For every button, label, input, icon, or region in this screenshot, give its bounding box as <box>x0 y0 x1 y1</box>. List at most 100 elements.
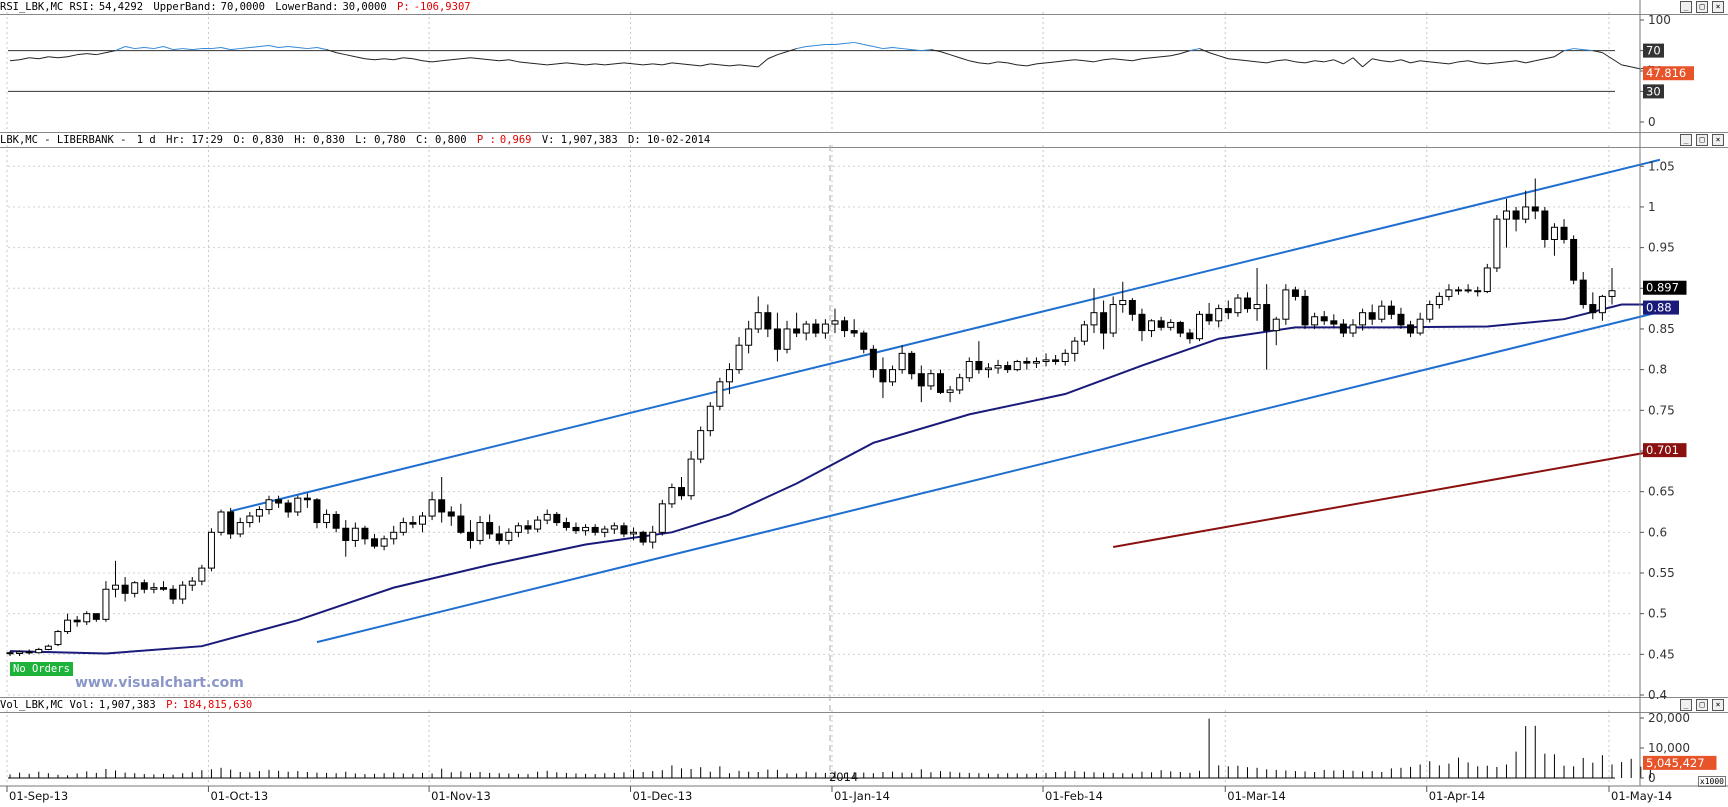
candle <box>1023 357 1031 370</box>
candle <box>725 363 733 395</box>
rsi-segment <box>1583 49 1593 52</box>
candle <box>169 585 177 604</box>
candle-body <box>764 312 772 330</box>
candle <box>1282 284 1290 325</box>
candle <box>1224 300 1232 320</box>
candle-body <box>793 328 801 334</box>
price-tick-label: 0.65 <box>1648 485 1675 499</box>
rsi-segment <box>355 56 366 60</box>
rsi-segment <box>1362 58 1373 68</box>
price-close-button[interactable]: × <box>1712 134 1724 146</box>
price-maximize-button[interactable]: □ <box>1696 134 1708 146</box>
rsi-segment <box>882 47 893 50</box>
rsi-segment <box>1103 58 1114 61</box>
candle-body <box>1378 305 1386 320</box>
candle <box>1407 320 1415 338</box>
candle-body <box>1253 304 1261 310</box>
candle-body <box>83 613 91 623</box>
rsi-segment <box>48 56 59 59</box>
candle <box>773 312 781 362</box>
ma-slow-line <box>1112 449 1661 548</box>
candle-body <box>1272 318 1280 332</box>
rsi-segment <box>1161 55 1171 58</box>
candle <box>1359 308 1367 331</box>
candle <box>1598 294 1606 321</box>
rsi-segment <box>432 60 442 63</box>
rsi-segment <box>9 59 20 62</box>
x-tick-label: 01-Sep-13 <box>9 789 68 803</box>
candle-body <box>179 584 187 600</box>
rsi-segment <box>249 46 260 49</box>
candle <box>1301 289 1309 329</box>
rsi-segment <box>278 46 289 49</box>
rsi-segment <box>604 63 615 66</box>
candle <box>1493 215 1501 273</box>
candle-body <box>1339 323 1347 334</box>
candle <box>1531 178 1539 220</box>
rsi-segment <box>345 54 356 58</box>
rsi-segment <box>930 49 941 53</box>
rsi-upper-tag-text: 70 <box>1646 44 1661 58</box>
candle-body <box>399 522 407 533</box>
candle-body <box>706 405 714 432</box>
rsi-minimize-button[interactable]: _ <box>1680 1 1692 13</box>
candle <box>92 613 100 622</box>
price-minimize-button[interactable]: _ <box>1680 134 1692 146</box>
vol-close-button[interactable]: × <box>1712 699 1724 711</box>
candle <box>371 533 379 549</box>
candle <box>466 520 474 549</box>
price-tick-label: 0.75 <box>1648 403 1675 417</box>
rsi-segment <box>643 63 653 66</box>
rsi-segment <box>259 45 270 48</box>
candle-body <box>956 377 964 391</box>
price-date: D: 10-02-2014 <box>628 134 711 146</box>
rsi-segment <box>1295 61 1306 64</box>
candle-body <box>1004 365 1012 371</box>
rsi-segment <box>1343 57 1354 65</box>
rsi-segment <box>585 63 596 66</box>
candle <box>1234 293 1242 317</box>
candle <box>1080 320 1088 346</box>
candle-body <box>207 531 215 569</box>
rsi-segment <box>29 57 39 60</box>
candle <box>1167 319 1175 331</box>
rsi-segment <box>1026 63 1037 67</box>
vol-minimize-button[interactable]: _ <box>1680 699 1692 711</box>
candle <box>236 517 244 538</box>
ma-slow-tag-bg <box>1643 443 1687 458</box>
candle-body <box>1464 289 1472 292</box>
candle-body <box>409 522 417 525</box>
candle-body <box>745 328 753 346</box>
candle <box>1550 223 1558 256</box>
candle-body <box>284 502 292 513</box>
no-orders-badge: No Orders <box>10 662 73 676</box>
candle <box>323 509 331 529</box>
candle-body <box>802 323 810 334</box>
rsi-segment <box>652 63 663 66</box>
candle-body <box>1100 312 1108 334</box>
vol-maximize-button[interactable]: □ <box>1696 699 1708 711</box>
rsi-segment <box>969 60 979 64</box>
candle-body <box>466 531 474 541</box>
rsi-segment <box>547 63 557 66</box>
candle <box>294 495 302 517</box>
candle-body <box>1167 321 1175 328</box>
channel-lower-line <box>316 310 1661 644</box>
candle <box>649 525 657 549</box>
candle <box>361 525 369 545</box>
rsi-segment <box>1525 60 1536 64</box>
x-tick-label: 01-Oct-13 <box>210 789 268 803</box>
rsi-maximize-button[interactable]: □ <box>1696 1 1708 13</box>
candle <box>639 530 647 546</box>
vol-window-controls: _ □ × <box>1680 699 1724 711</box>
rsi-segment <box>518 61 529 64</box>
candle-body <box>1416 318 1424 334</box>
candle-body <box>534 519 542 530</box>
rsi-lower-tag-bg <box>1643 84 1664 99</box>
rsi-segment <box>1141 57 1152 60</box>
rsi-segment <box>470 57 481 60</box>
rsi-current-tag-bg <box>1643 66 1694 81</box>
rsi-close-button[interactable]: × <box>1712 1 1724 13</box>
rsi-segment <box>834 42 845 45</box>
